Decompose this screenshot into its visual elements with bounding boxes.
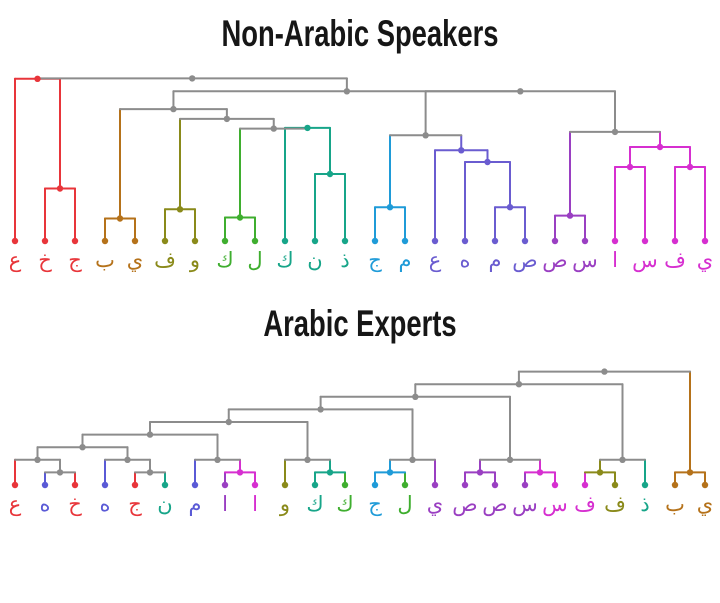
- svg-text:ج: ج: [68, 249, 82, 273]
- svg-text:س: س: [572, 249, 598, 273]
- svg-text:م: م: [188, 493, 201, 517]
- svg-text:ي: ي: [697, 249, 713, 272]
- svg-text:ذ: ذ: [340, 249, 349, 272]
- svg-text:ف: ف: [664, 249, 686, 272]
- svg-text:ك: ك: [216, 249, 233, 272]
- svg-text:و: و: [279, 493, 290, 517]
- svg-text:و: و: [189, 249, 200, 273]
- svg-text:ص: ص: [542, 249, 567, 273]
- svg-text:ه: ه: [99, 493, 110, 516]
- svg-text:ك: ك: [336, 493, 353, 516]
- svg-text:ص: ص: [512, 249, 537, 273]
- svg-text:ا: ا: [612, 249, 618, 272]
- svg-text:ج: ج: [368, 493, 382, 517]
- svg-text:ف: ف: [574, 493, 596, 516]
- svg-text:خ: خ: [38, 249, 52, 273]
- svg-text:ي: ي: [697, 493, 713, 516]
- svg-text:ع: ع: [9, 493, 22, 517]
- svg-text:ي: ي: [427, 493, 443, 516]
- svg-text:ا: ا: [222, 493, 228, 516]
- svg-text:ل: ل: [397, 493, 412, 516]
- svg-text:س: س: [512, 493, 538, 517]
- svg-text:ي: ي: [127, 249, 143, 272]
- svg-text:ص: ص: [482, 493, 507, 517]
- svg-text:ف: ف: [154, 249, 176, 272]
- svg-text:ف: ف: [604, 493, 626, 516]
- svg-text:س: س: [632, 249, 658, 273]
- svg-text:ج: ج: [368, 249, 382, 273]
- svg-text:ا: ا: [252, 493, 258, 516]
- svg-text:ب: ب: [95, 249, 115, 272]
- svg-text:ع: ع: [429, 249, 442, 273]
- svg-text:ع: ع: [9, 249, 22, 273]
- svg-text:ص: ص: [452, 493, 477, 517]
- svg-text:ه: ه: [39, 493, 50, 516]
- svg-text:ل: ل: [247, 249, 262, 272]
- svg-text:ن: ن: [307, 249, 322, 272]
- svg-text:ك: ك: [306, 493, 323, 516]
- svg-text:خ: خ: [68, 493, 82, 517]
- svg-text:م: م: [488, 249, 501, 273]
- svg-text:ب: ب: [665, 493, 685, 516]
- svg-text:ج: ج: [128, 493, 142, 517]
- svg-text:س: س: [542, 493, 568, 517]
- svg-text:ذ: ذ: [640, 493, 649, 516]
- svg-text:ك: ك: [276, 249, 293, 272]
- svg-text:م: م: [398, 249, 411, 273]
- svg-text:ن: ن: [157, 493, 172, 516]
- svg-text:ه: ه: [459, 249, 470, 272]
